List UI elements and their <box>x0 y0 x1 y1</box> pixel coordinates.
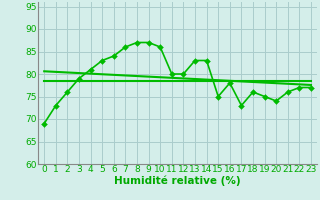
X-axis label: Humidité relative (%): Humidité relative (%) <box>114 176 241 186</box>
